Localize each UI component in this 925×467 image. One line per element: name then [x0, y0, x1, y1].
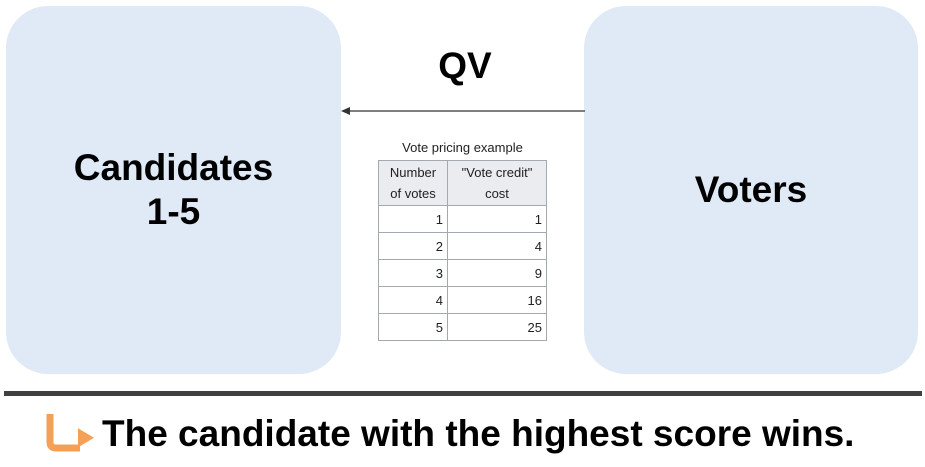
candidates-label: Candidates 1-5 — [74, 146, 273, 234]
candidates-box: Candidates 1-5 — [6, 6, 341, 374]
footer-result: The candidate with the highest score win… — [44, 412, 854, 456]
cell-votes: 1 — [378, 205, 448, 233]
turn-right-arrow-icon — [46, 414, 94, 452]
header-vote-credit-cost: "Vote credit" cost — [447, 160, 547, 206]
arrow-head-icon — [341, 107, 350, 115]
candidates-label-line1: Candidates — [73, 147, 274, 188]
header-cost-line2: cost — [485, 186, 509, 201]
cell-cost: 16 — [447, 286, 547, 314]
table-header-row: Number of votes "Vote credit" cost — [378, 160, 547, 206]
header-cost-line1: "Vote credit" — [461, 165, 533, 180]
header-votes-line2: of votes — [390, 186, 436, 201]
table-row: 1 1 — [378, 205, 547, 233]
qv-label: QV — [438, 45, 492, 86]
table-row: 2 4 — [378, 232, 547, 260]
table-caption: Vote pricing example — [402, 140, 523, 155]
cell-cost: 1 — [447, 205, 547, 233]
voters-label: Voters — [694, 169, 808, 210]
cell-votes: 3 — [378, 259, 448, 287]
divider-line — [4, 391, 922, 396]
table-row: 3 9 — [378, 259, 547, 287]
voters-to-candidates-arrow — [341, 107, 585, 115]
cell-votes: 5 — [378, 313, 448, 341]
cell-cost: 9 — [447, 259, 547, 287]
voters-box: Voters — [584, 6, 918, 374]
cell-cost: 4 — [447, 232, 547, 260]
vote-pricing-table: Number of votes "Vote credit" cost 1 1 2… — [378, 160, 547, 341]
header-votes-line1: Number — [389, 165, 437, 180]
table-row: 5 25 — [378, 313, 547, 341]
cell-votes: 4 — [378, 286, 448, 314]
header-number-of-votes: Number of votes — [378, 160, 448, 206]
candidates-label-line2: 1-5 — [146, 191, 201, 232]
table-row: 4 16 — [378, 286, 547, 314]
cell-cost: 25 — [447, 313, 547, 341]
cell-votes: 2 — [378, 232, 448, 260]
footer-text: The candidate with the highest score win… — [102, 413, 855, 454]
